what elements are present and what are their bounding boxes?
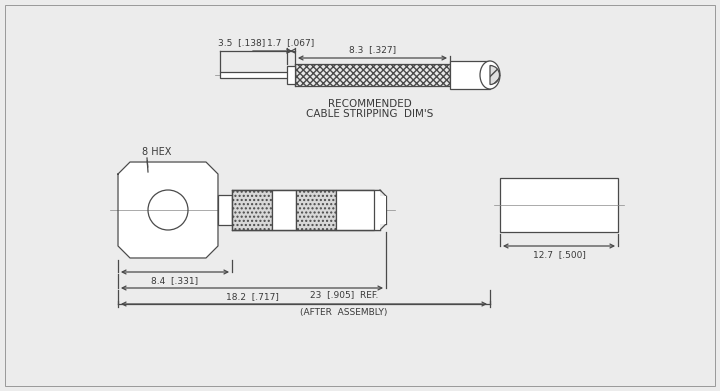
Bar xyxy=(296,190,336,230)
Bar xyxy=(287,66,295,84)
Ellipse shape xyxy=(480,61,500,89)
Bar xyxy=(500,178,618,232)
Text: 18.2  [.717]: 18.2 [.717] xyxy=(225,292,279,301)
Text: 12.7  [.500]: 12.7 [.500] xyxy=(533,251,585,260)
Bar xyxy=(380,196,386,224)
Text: 8.3  [.327]: 8.3 [.327] xyxy=(349,45,396,54)
Text: 8.4  [.331]: 8.4 [.331] xyxy=(151,276,199,285)
Text: 3.5  [.138]: 3.5 [.138] xyxy=(218,38,265,47)
Bar xyxy=(220,72,295,78)
Bar xyxy=(232,190,380,230)
Text: CABLE STRIPPING  DIM'S: CABLE STRIPPING DIM'S xyxy=(306,109,433,119)
Bar xyxy=(295,64,450,86)
Wedge shape xyxy=(490,66,500,84)
Text: 8 HEX: 8 HEX xyxy=(142,147,171,157)
Text: 23  [.905]  REF.: 23 [.905] REF. xyxy=(310,291,378,300)
Bar xyxy=(450,61,490,89)
Bar xyxy=(336,190,374,230)
Text: (AFTER  ASSEMBLY): (AFTER ASSEMBLY) xyxy=(300,308,387,317)
Bar xyxy=(218,195,232,225)
Bar xyxy=(232,190,272,230)
Bar xyxy=(272,190,296,230)
Polygon shape xyxy=(118,162,218,258)
Text: 1.7  [.067]: 1.7 [.067] xyxy=(267,38,315,47)
Text: RECOMMENDED: RECOMMENDED xyxy=(328,99,412,109)
